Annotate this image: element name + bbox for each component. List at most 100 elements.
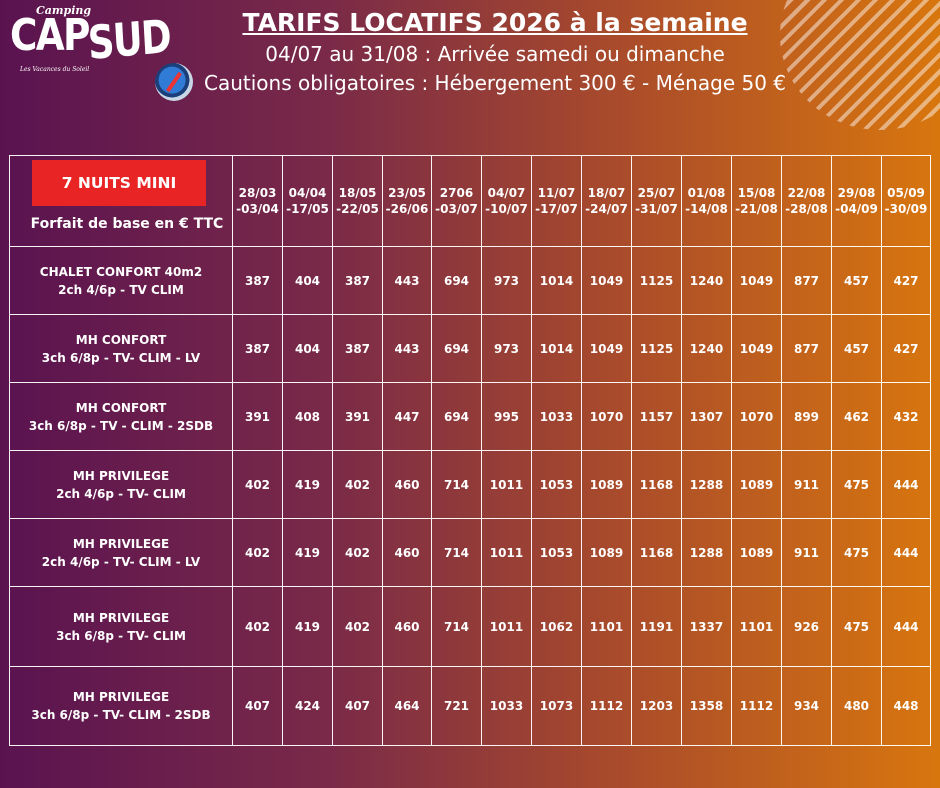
period-header: 04/04 -17/05 — [282, 155, 333, 247]
price-cell: 973 — [481, 246, 532, 315]
table-row: CHALET CONFORT 40m2 2ch 4/6p - TV CLIM 387… — [9, 246, 931, 315]
price-cell: 1089 — [731, 518, 782, 587]
period-end: -14/08 — [685, 202, 728, 216]
period-header: 25/07 -31/07 — [631, 155, 682, 247]
decorative-stripes — [780, 0, 940, 130]
price-cell: 419 — [282, 518, 333, 587]
price-cell: 480 — [831, 666, 882, 746]
price-cell: 464 — [382, 666, 432, 746]
period-end: -03/04 — [236, 202, 279, 216]
period-start: 2706 — [439, 186, 474, 200]
price-cell: 1014 — [531, 314, 582, 383]
accommodation-type: MH CONFORT — [75, 400, 167, 415]
price-cell: 448 — [881, 666, 931, 746]
price-cell: 973 — [481, 314, 532, 383]
price-cell: 1070 — [731, 382, 782, 451]
price-cell: 404 — [282, 246, 333, 315]
price-cell: 1049 — [731, 314, 782, 383]
price-cell: 407 — [332, 666, 383, 746]
period-header: 18/05 -22/05 — [332, 155, 383, 247]
compass-icon — [155, 63, 193, 101]
price-cell: 911 — [781, 450, 832, 519]
period-end: -22/05 — [336, 202, 379, 216]
period-start: 29/08 — [837, 186, 876, 200]
price-cell: 404 — [282, 314, 333, 383]
logo-camping-text: Camping — [36, 4, 92, 17]
price-table-wrapper: 7 NUITS MINI Forfait de base en € TTC 28… — [9, 155, 931, 746]
period-header: 01/08 -14/08 — [681, 155, 732, 247]
arrival-info: 04/07 au 31/08 : Arrivée samedi ou diman… — [265, 42, 725, 66]
accommodation-name: MH PRIVILEGE 2ch 4/6p - TV- CLIM - LV — [9, 518, 233, 587]
price-cell: 402 — [332, 450, 383, 519]
price-cell: 1089 — [581, 450, 632, 519]
period-header: 04/07 -10/07 — [481, 155, 532, 247]
price-cell: 387 — [332, 246, 383, 315]
price-cell: 419 — [282, 586, 333, 667]
price-cell: 475 — [831, 450, 882, 519]
accommodation-details: 3ch 6/8p - TV- CLIM — [56, 628, 186, 643]
price-cell: 407 — [232, 666, 283, 746]
price-cell: 402 — [332, 586, 383, 667]
period-start: 18/07 — [587, 186, 626, 200]
price-cell: 694 — [431, 382, 482, 451]
price-cell: 911 — [781, 518, 832, 587]
price-cell: 387 — [232, 314, 283, 383]
page-title: TARIFS LOCATIFS 2026 à la semaine — [242, 8, 748, 37]
period-header: 18/07 -24/07 — [581, 155, 632, 247]
table-row: MH PRIVILEGE 2ch 4/6p - TV- CLIM - LV 402 4… — [9, 518, 931, 587]
price-cell: 1157 — [631, 382, 682, 451]
accommodation-type: MH CONFORT — [75, 332, 167, 347]
period-header: 29/08 -04/09 — [831, 155, 882, 247]
price-cell: 391 — [232, 382, 283, 451]
period-start: 15/08 — [737, 186, 776, 200]
price-cell: 934 — [781, 666, 832, 746]
min-nights-badge: 7 NUITS MINI — [32, 160, 206, 206]
accommodation-details: 3ch 6/8p - TV- CLIM - LV — [41, 350, 201, 365]
price-cell: 877 — [781, 246, 832, 315]
accommodation-name: MH PRIVILEGE 3ch 6/8p - TV- CLIM — [9, 586, 233, 667]
base-price-label: Forfait de base en € TTC — [30, 216, 224, 232]
period-end: -21/08 — [735, 202, 778, 216]
table-row: MH CONFORT 3ch 6/8p - TV - CLIM - 2SDB 391… — [9, 382, 931, 451]
price-cell: 1240 — [681, 314, 732, 383]
period-start: 01/08 — [687, 186, 726, 200]
accommodation-name: MH PRIVILEGE 3ch 6/8p - TV- CLIM - 2SDB — [9, 666, 233, 746]
price-cell: 1073 — [531, 666, 582, 746]
price-cell: 1168 — [631, 450, 682, 519]
camping-logo: Camping CAP SUD Les Vacances du Soleil — [8, 4, 171, 99]
price-cell: 1191 — [631, 586, 682, 667]
price-cell: 457 — [831, 246, 882, 315]
price-table: 7 NUITS MINI Forfait de base en € TTC 28… — [9, 155, 931, 746]
price-cell: 1011 — [481, 518, 532, 587]
accommodation-details: 2ch 4/6p - TV- CLIM — [56, 486, 186, 501]
table-row: MH CONFORT 3ch 6/8p - TV- CLIM - LV 387 404… — [9, 314, 931, 383]
price-cell: 460 — [382, 518, 432, 587]
price-cell: 1049 — [581, 246, 632, 315]
price-cell: 462 — [831, 382, 882, 451]
price-cell: 714 — [431, 450, 482, 519]
price-cell: 926 — [781, 586, 832, 667]
price-cell: 1089 — [581, 518, 632, 587]
period-header: 22/08 -28/08 — [781, 155, 832, 247]
price-cell: 447 — [382, 382, 432, 451]
price-cell: 1288 — [681, 450, 732, 519]
price-cell: 387 — [232, 246, 283, 315]
price-cell: 694 — [431, 314, 482, 383]
table-row: MH PRIVILEGE 2ch 4/6p - TV- CLIM 402 419 402… — [9, 450, 931, 519]
period-end: -17/05 — [286, 202, 329, 216]
price-cell: 1033 — [481, 666, 532, 746]
logo-tagline: Les Vacances du Soleil — [20, 66, 90, 73]
price-cell: 443 — [382, 246, 432, 315]
price-cell: 721 — [431, 666, 482, 746]
price-cell: 1011 — [481, 586, 532, 667]
deposit-info: Cautions obligatoires : Hébergement 300 … — [203, 71, 787, 95]
period-header: 23/05 -26/06 — [382, 155, 432, 247]
period-header-row: 7 NUITS MINI Forfait de base en € TTC 28… — [9, 155, 931, 247]
price-cell: 899 — [781, 382, 832, 451]
price-cell: 402 — [232, 586, 283, 667]
price-cell: 475 — [831, 586, 882, 667]
period-start: 11/07 — [537, 186, 576, 200]
price-cell: 714 — [431, 518, 482, 587]
price-cell: 1049 — [731, 246, 782, 315]
period-end: -17/07 — [535, 202, 578, 216]
